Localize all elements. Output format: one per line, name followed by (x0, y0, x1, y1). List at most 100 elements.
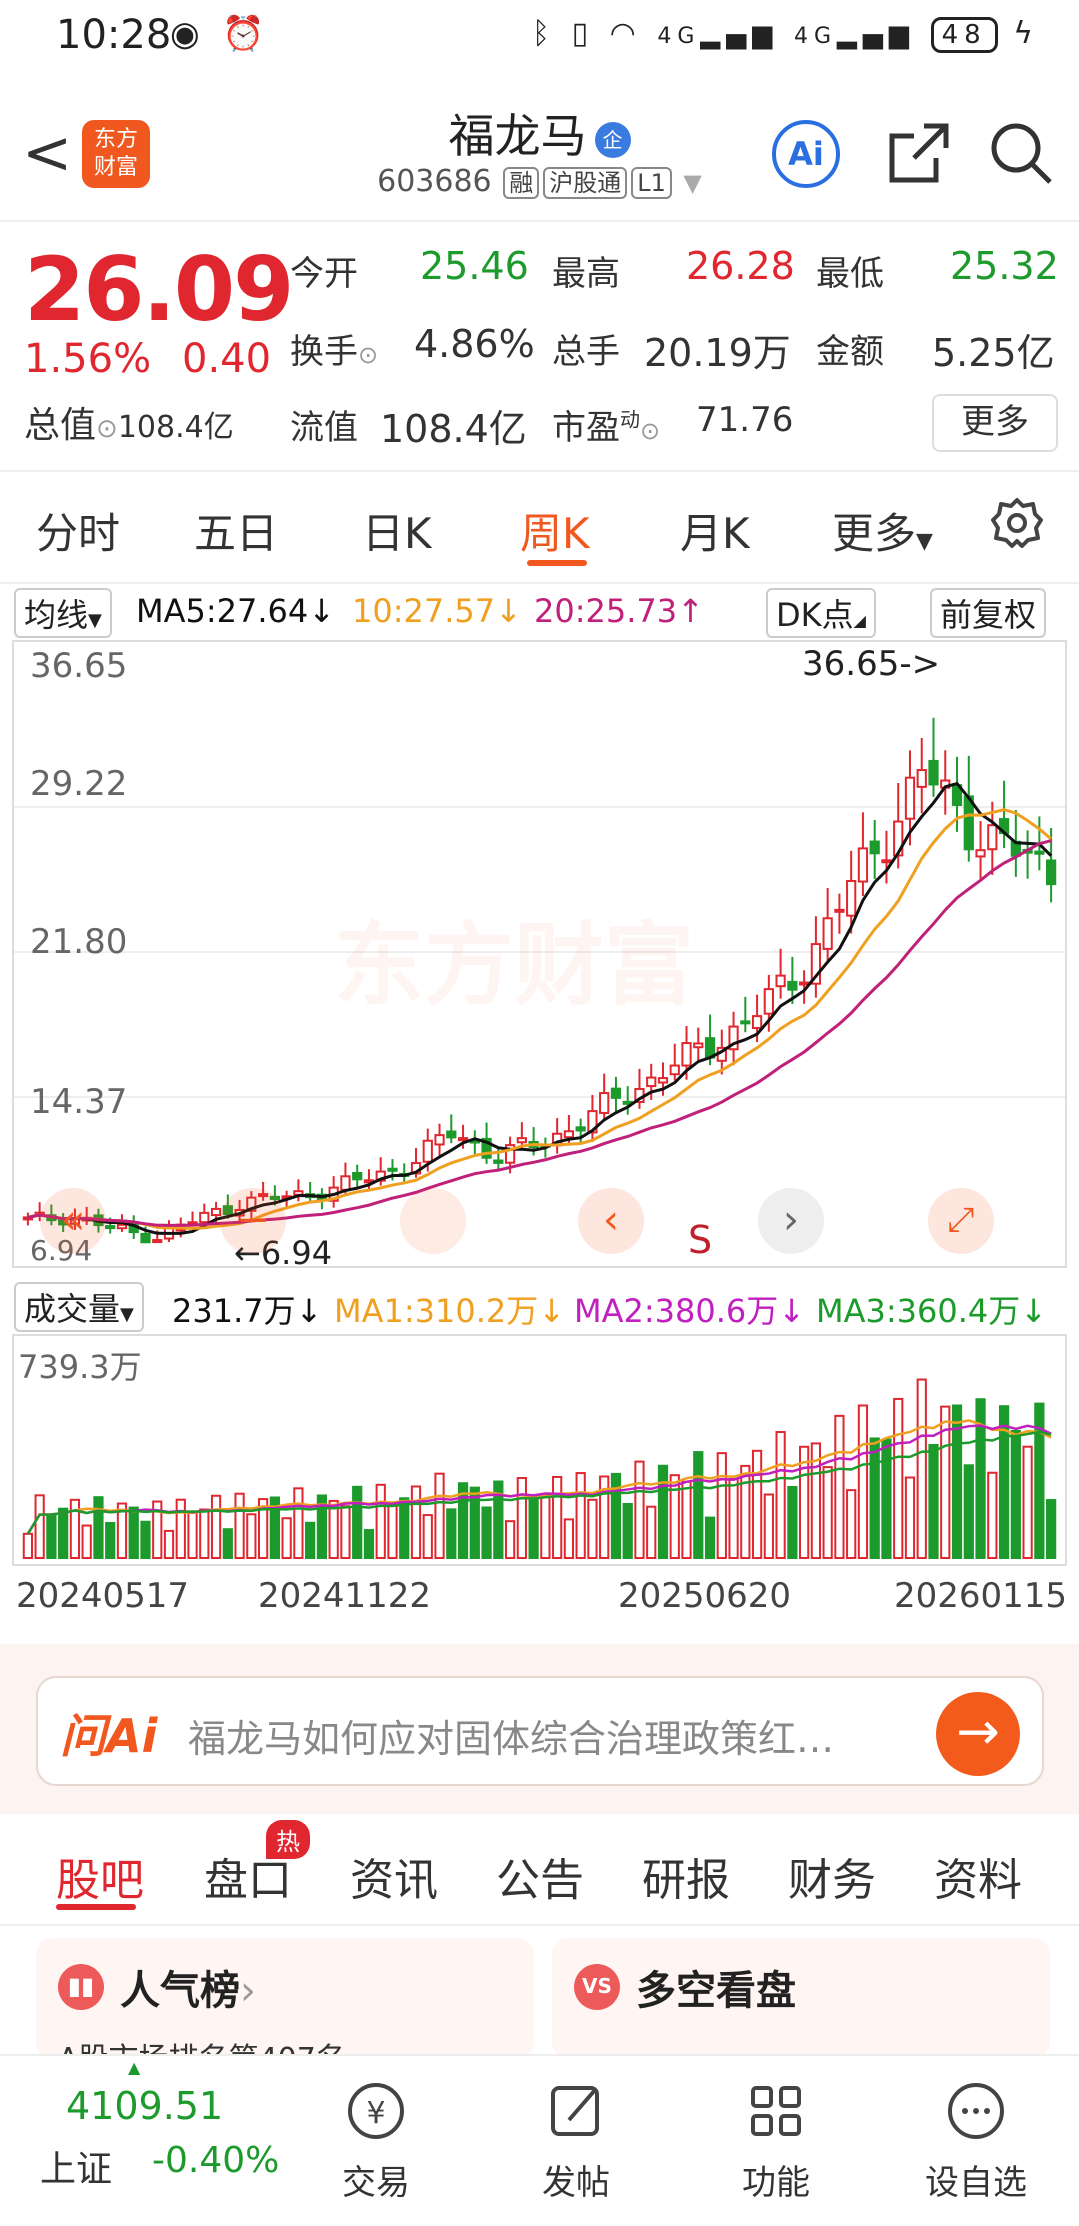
app-logo: 东方 财富 (82, 120, 150, 188)
pe-label[interactable]: 市盈动⊙ (552, 400, 660, 449)
ask-ai-bar[interactable]: 问Ai 福龙马如何应对固体综合治理政策红… → (36, 1676, 1044, 1786)
volume-label: 总手 (552, 332, 620, 372)
candle (516, 1137, 527, 1144)
volume-bar (46, 1513, 57, 1559)
wifi-icon: ◠ (609, 16, 642, 51)
volume-bar (822, 1466, 833, 1559)
candle (457, 1137, 469, 1142)
volume-bar (716, 1452, 727, 1559)
zoom-out-icon[interactable]: − (220, 1188, 286, 1254)
signal-4g-icon: 4G (657, 24, 701, 49)
search-icon[interactable] (986, 118, 1056, 188)
volume-bar (69, 1498, 81, 1559)
tag-l1: L1 (631, 167, 672, 199)
stock-code-row[interactable]: 603686 融沪股通 L1 ▼ (0, 164, 1079, 199)
candle (834, 908, 845, 913)
ma20-value: 20:25.73↑ (534, 592, 704, 630)
ma-row: 均线▼ MA5:27.64↓ 10:27.57↓ 20:25.73↑ DK点◢ … (0, 584, 1079, 640)
stock-header: < 东方 财富 福龙马企 603686 融沪股通 L1 ▼ Ai (0, 90, 1079, 220)
turnover-label[interactable]: 换手⊙ (290, 324, 378, 373)
nav-add-watchlist-label: 设自选 (925, 2163, 1027, 2203)
chevron-down-icon: ▼ (88, 610, 102, 631)
volume-bar (740, 1464, 751, 1560)
back-button[interactable]: < (22, 118, 73, 188)
gear-icon[interactable] (990, 496, 1044, 550)
min-price-note: ←6.94 (234, 1234, 332, 1272)
svg-text:¥: ¥ (366, 2096, 385, 2131)
arrow-right-icon[interactable]: → (936, 1692, 1020, 1776)
volume-bar (904, 1476, 916, 1559)
volume-bar (399, 1497, 410, 1559)
volume-bar (599, 1475, 610, 1559)
volume-select-button[interactable]: 成交量▼ (14, 1282, 144, 1332)
bull-bear-card[interactable]: VS 多空看盘 (552, 1938, 1050, 2058)
date-label-1: 20240517 (16, 1576, 190, 1616)
ai-button[interactable]: Ai (772, 120, 840, 188)
volume-bar (893, 1397, 904, 1559)
dk-point-button[interactable]: DK点◢ (766, 588, 876, 638)
candle (152, 1239, 163, 1244)
nav-post[interactable]: 发帖 (506, 2076, 646, 2204)
candle (587, 1110, 598, 1134)
chevron-right-icon[interactable]: › (758, 1188, 824, 1254)
volume-bar (222, 1528, 233, 1559)
volume-bar (34, 1494, 45, 1560)
tab-profile[interactable]: 资料 (934, 1855, 1022, 1906)
volume-bar (363, 1529, 375, 1559)
nav-trade[interactable]: ¥ 交易 (306, 2076, 446, 2204)
yen-exchange-icon: ¥ (348, 2083, 404, 2139)
nav-add-watchlist[interactable]: 设自选 (906, 2076, 1046, 2204)
volume-bar (469, 1486, 480, 1560)
volume-bar (1034, 1402, 1045, 1559)
index-widget[interactable]: ▲ 4109.51 上证 -0.40% (0, 2056, 279, 2226)
volume-bar (140, 1520, 151, 1559)
tab-more[interactable]: 更多▼ (832, 500, 933, 561)
candle (646, 1076, 657, 1088)
candle (446, 1130, 457, 1139)
tab-daily-k[interactable]: 日K (362, 509, 432, 558)
volume-bar (799, 1445, 810, 1559)
popularity-card[interactable]: ▮▮ 人气榜› A股市场排名第407名 (36, 1938, 534, 2060)
zoom-in-icon[interactable] (400, 1188, 466, 1254)
volume-bar (846, 1489, 857, 1559)
axis-label-bottom: 6.94 (30, 1234, 93, 1267)
volume-bar (22, 1532, 33, 1560)
share-icon[interactable] (884, 118, 954, 188)
jump-start-icon[interactable]: « (40, 1188, 106, 1254)
volume-chart[interactable]: 739.3万 (12, 1334, 1067, 1566)
date-label-4: 20260115 (894, 1576, 1068, 1616)
fullscreen-icon[interactable]: ⤢ (928, 1188, 994, 1254)
candle (599, 1092, 610, 1114)
tab-finance[interactable]: 财务 (788, 1855, 876, 1906)
tab-weekly-k[interactable]: 周K (520, 509, 590, 558)
enterprise-badge: 企 (594, 121, 631, 158)
ask-ai-logo: 问Ai (60, 1709, 158, 1763)
nav-trade-label: 交易 (342, 2163, 410, 2203)
adjust-button[interactable]: 前复权 (930, 588, 1047, 638)
ma-select-button[interactable]: 均线▼ (14, 588, 112, 638)
tab-news[interactable]: 资讯 (350, 1855, 438, 1906)
volume-value: 20.19万 (644, 331, 791, 375)
tab-announcement[interactable]: 公告 (496, 1855, 584, 1906)
volume-bar (681, 1480, 692, 1559)
market-cap[interactable]: 总值⊙108.4亿 (24, 396, 234, 448)
volume-bar (257, 1498, 269, 1559)
ask-ai-prompt: 福龙马如何应对固体综合治理政策红… (188, 1717, 835, 1761)
candle (928, 759, 939, 786)
tab-monthly-k[interactable]: 月K (680, 509, 750, 558)
chevron-left-icon[interactable]: ‹ (578, 1188, 644, 1254)
nav-function[interactable]: 功能 (706, 2076, 846, 2204)
tab-pankou[interactable]: 盘口 (204, 1855, 292, 1906)
more-quote-button[interactable]: 更多 (932, 394, 1058, 452)
stock-title[interactable]: 福龙马企 (0, 100, 1079, 166)
tab-five-day[interactable]: 五日 (194, 509, 279, 558)
tab-intraday[interactable]: 分时 (36, 509, 121, 558)
candle (669, 1064, 680, 1076)
volume-bar (998, 1405, 1010, 1559)
volume-bar (210, 1494, 222, 1559)
volume-bar (1046, 1499, 1057, 1559)
volume-bar (646, 1505, 657, 1559)
tab-guba[interactable]: 股吧 (56, 1855, 144, 1906)
tab-research[interactable]: 研报 (642, 1855, 730, 1906)
kline-chart[interactable]: 东方财富 36.65 29.22 21.80 14.37 6.94 36.65-… (12, 640, 1067, 1272)
